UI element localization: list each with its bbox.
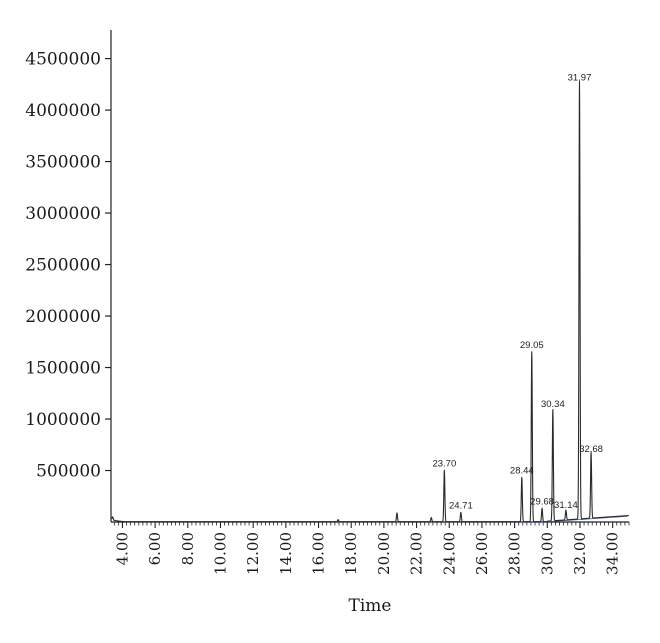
peak-label: 31.97 xyxy=(568,72,592,83)
y-tick-label: 1000000 xyxy=(25,410,101,430)
peak-label: 30.34 xyxy=(541,399,565,410)
x-tick-label: 14.00 xyxy=(277,532,295,575)
x-ticks: 4.00 6.00 8.00 10.00 12.00 14.00 16.00 18.00 20.… xyxy=(113,522,630,575)
x-tick-label: 20.00 xyxy=(375,532,393,575)
baseline-trace xyxy=(517,515,628,523)
y-tick-label: 4000000 xyxy=(25,101,101,121)
chromatogram-trace xyxy=(111,80,630,523)
x-tick-label: 6.00 xyxy=(146,532,164,565)
x-tick-label: 34.00 xyxy=(604,532,622,575)
peak-label: 29.05 xyxy=(520,340,544,351)
x-tick-label: 18.00 xyxy=(342,532,360,575)
x-axis-label: Time xyxy=(349,596,392,616)
x-tick-label: 22.00 xyxy=(408,532,426,575)
y-tick-label: 2000000 xyxy=(25,307,101,327)
axes xyxy=(110,30,629,523)
peak-label: 31.14 xyxy=(554,500,578,511)
y-tick-label: 4500000 xyxy=(25,50,101,70)
x-tick-label: 4.00 xyxy=(113,532,131,565)
y-tick-label: 3500000 xyxy=(25,153,101,173)
peak-labels: 23.70 24.71 28.44 29.05 29.68 30.34 31.14 31.97… xyxy=(432,72,603,511)
peak-label: 28.44 xyxy=(510,466,534,477)
x-tick-label: 28.00 xyxy=(506,532,524,575)
y-tick-label: 500000 xyxy=(36,462,101,482)
y-ticks: 500000 1000000 1500000 2000000 2500000 300000… xyxy=(25,50,111,482)
x-tick-label: 10.00 xyxy=(211,532,229,575)
x-tick-label: 26.00 xyxy=(473,532,491,575)
peak-label: 32.68 xyxy=(579,444,603,455)
y-tick-label: 2500000 xyxy=(25,256,101,276)
peak-label: 23.70 xyxy=(432,459,456,470)
x-tick-label: 8.00 xyxy=(179,532,197,565)
x-tick-label: 30.00 xyxy=(538,532,556,575)
x-tick-label: 32.00 xyxy=(571,532,589,575)
x-tick-label: 16.00 xyxy=(310,532,328,575)
peak-label: 29.68 xyxy=(530,497,554,508)
x-tick-label: 12.00 xyxy=(244,532,262,575)
peak-label: 24.71 xyxy=(449,501,473,512)
y-tick-label: 3000000 xyxy=(25,204,101,224)
y-tick-label: 1500000 xyxy=(25,359,101,379)
x-tick-label: 24.00 xyxy=(440,532,458,575)
